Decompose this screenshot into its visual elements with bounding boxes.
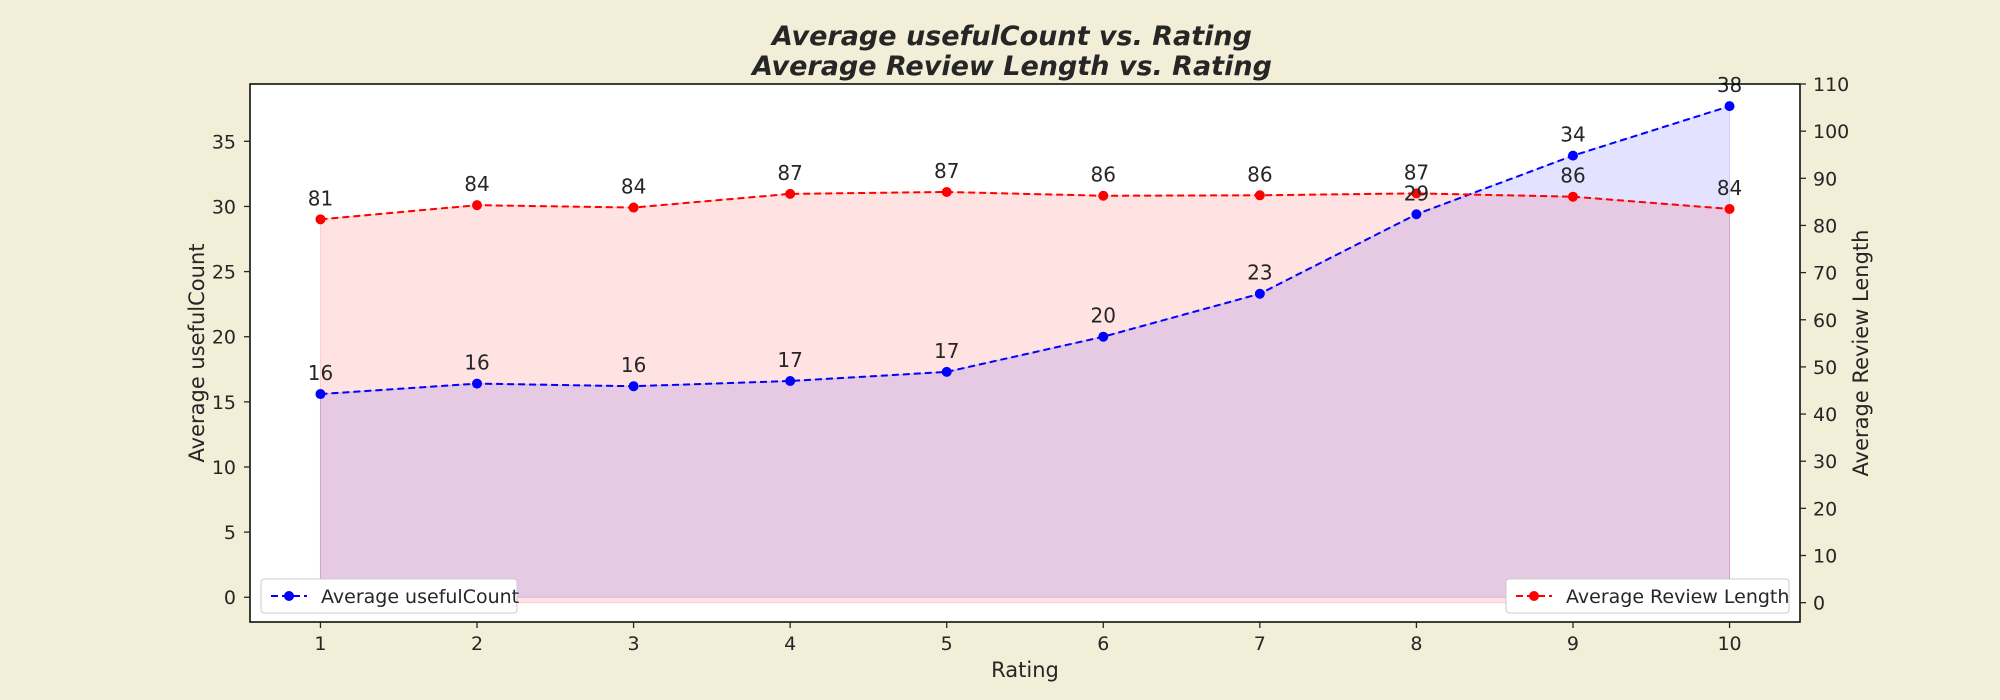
- review-length-data-label: 86: [1091, 163, 1116, 187]
- chart-title-line-1: Average usefulCount vs. Rating: [770, 21, 1252, 52]
- usefulcount-point: [941, 366, 952, 377]
- usefulcount-data-label: 17: [777, 348, 802, 372]
- review-length-point: [315, 214, 326, 225]
- left-y-tick-label: 25: [212, 262, 236, 284]
- usefulcount-data-label: 16: [621, 353, 646, 377]
- review-length-point: [1411, 188, 1422, 199]
- data-labels: 16 16 16 17 17 20 23 29 34 38 81 84 84 87 87 86 86 87 86 84: [308, 73, 1743, 385]
- plot-area: [250, 84, 1800, 622]
- x-axis: 1 2 3 4 5 6 7 8 9 10: [314, 622, 1742, 655]
- left-y-tick-label: 10: [212, 457, 236, 479]
- x-tick-label: 7: [1254, 633, 1266, 655]
- usefulcount-legend-box: [260, 578, 518, 614]
- review-length-line: [320, 190, 1730, 221]
- right-y-tick-label: 110: [1813, 74, 1849, 96]
- review-length-point: [472, 200, 483, 211]
- x-tick-label: 10: [1717, 633, 1741, 655]
- usefulcount-point: [1411, 209, 1422, 220]
- review-length-area-fill: [319, 191, 1731, 604]
- review-length-data-label: 86: [1247, 162, 1272, 186]
- review-length-data-label: 81: [308, 186, 333, 210]
- left-y-tick-label: 15: [212, 392, 236, 414]
- usefulcount-point: [1098, 331, 1109, 342]
- left-y-tick-label: 35: [212, 131, 236, 153]
- review-length-point: [941, 186, 952, 197]
- review-length-point: [628, 202, 639, 213]
- series-lines: [320, 105, 1730, 396]
- usefulcount-point: [785, 376, 796, 387]
- usefulcount-data-label: 29: [1404, 181, 1429, 205]
- usefulcount-data-label: 16: [464, 351, 489, 375]
- review-length-point: [785, 188, 796, 199]
- usefulcount-legend-marker: [284, 591, 294, 601]
- review-length-point: [1254, 190, 1265, 201]
- usefulcount-point: [628, 381, 639, 392]
- x-tick-label: 9: [1567, 633, 1579, 655]
- usefulcount-point: [472, 378, 483, 389]
- right-y-tick-label: 20: [1813, 498, 1837, 520]
- right-y-tick-label: 50: [1813, 357, 1837, 379]
- left-y-tick-label: 0: [224, 587, 236, 609]
- right-y-tick-label: 10: [1813, 546, 1837, 568]
- right-y-tick-label: 0: [1813, 593, 1825, 615]
- usefulcount-data-label: 38: [1717, 73, 1742, 97]
- x-tick-label: 8: [1410, 633, 1422, 655]
- left-y-tick-label: 30: [212, 196, 236, 218]
- left-y-tick-label: 20: [212, 327, 236, 349]
- usefulcount-point: [1254, 288, 1265, 299]
- right-y-tick-label: 80: [1813, 215, 1837, 237]
- plot-frame: [249, 83, 1801, 623]
- review-length-data-label: 84: [1717, 176, 1742, 200]
- review-length-data-label: 87: [777, 161, 802, 185]
- review-length-data-label: 87: [934, 159, 959, 183]
- review-length-legend-label: Average Review Length: [1566, 586, 1789, 608]
- review-length-point: [1724, 203, 1735, 214]
- usefulcount-point: [315, 389, 326, 400]
- review-length-point: [1098, 190, 1109, 201]
- left-y-tick-label: 5: [224, 522, 236, 544]
- legend-usefulcount: Average usefulCount: [260, 578, 519, 614]
- x-tick-label: 6: [1097, 633, 1109, 655]
- right-y-axis: 0 10 20 30 40 50 60 70 80 90 100 110: [1800, 74, 1849, 615]
- right-y-tick-label: 100: [1813, 121, 1849, 143]
- review-length-data-label: 84: [464, 172, 489, 196]
- right-y-tick-label: 70: [1813, 263, 1837, 285]
- usefulcount-data-label: 23: [1247, 261, 1272, 285]
- chart-title-line-2: Average Review Length vs. Rating: [750, 51, 1272, 82]
- review-length-data-label: 86: [1560, 164, 1585, 188]
- usefulcount-data-label: 17: [934, 339, 959, 363]
- right-y-axis-label: Average Review Length: [1849, 230, 1873, 477]
- usefulcount-data-label: 20: [1091, 304, 1116, 328]
- usefulcount-point: [1724, 101, 1735, 112]
- usefulcount-data-label: 16: [308, 361, 333, 385]
- usefulcount-line: [320, 105, 1730, 396]
- left-y-axis-label: Average usefulCount: [185, 244, 209, 463]
- x-tick-label: 2: [471, 633, 483, 655]
- usefulcount-data-label: 34: [1560, 123, 1585, 147]
- usefulcount-point: [1567, 150, 1578, 161]
- review-length-data-label: 87: [1404, 160, 1429, 184]
- usefulcount-legend-label: Average usefulCount: [321, 586, 519, 608]
- x-tick-label: 5: [941, 633, 953, 655]
- right-y-tick-label: 30: [1813, 451, 1837, 473]
- review-length-data-label: 84: [621, 175, 646, 199]
- right-y-tick-label: 60: [1813, 310, 1837, 332]
- x-tick-label: 4: [784, 633, 796, 655]
- right-y-tick-label: 90: [1813, 168, 1837, 190]
- left-y-axis: 0 5 10 15 20 25 30 35: [212, 131, 250, 609]
- legend-review-length: Average Review Length: [1505, 578, 1790, 614]
- review-length-legend-box: [1505, 578, 1790, 614]
- review-length-legend-marker: [1529, 591, 1539, 601]
- data-points: [315, 101, 1735, 400]
- review-length-point: [1567, 191, 1578, 202]
- x-tick-label: 3: [628, 633, 640, 655]
- x-axis-label: Rating: [991, 658, 1059, 682]
- x-tick-label: 1: [314, 633, 326, 655]
- right-y-tick-label: 40: [1813, 404, 1837, 426]
